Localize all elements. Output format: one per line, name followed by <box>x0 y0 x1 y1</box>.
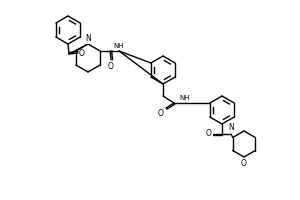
Text: O: O <box>107 62 113 71</box>
Text: O: O <box>79 48 85 58</box>
Text: NH: NH <box>180 95 190 100</box>
Text: O: O <box>241 159 247 168</box>
Text: O: O <box>205 130 211 138</box>
Text: N: N <box>85 34 91 43</box>
Text: O: O <box>158 109 164 118</box>
Text: NH: NH <box>114 43 124 48</box>
Text: N: N <box>228 123 234 132</box>
